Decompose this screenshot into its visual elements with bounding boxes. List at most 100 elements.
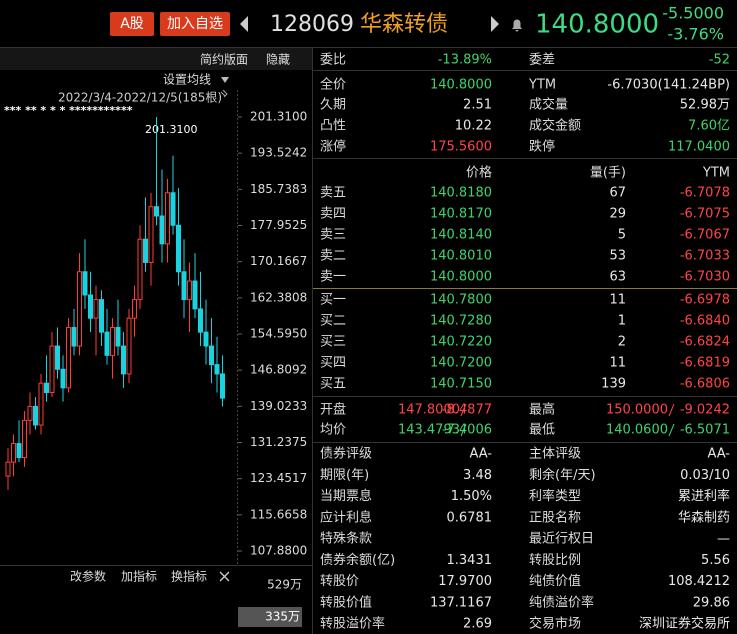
price-tick-label: 107.8800 (250, 544, 307, 558)
ma-settings[interactable]: 设置均线 (163, 73, 211, 87)
level-volume: 5 (618, 228, 626, 243)
level-label: 卖二 (320, 249, 346, 264)
level-price: 140.8180 (430, 186, 492, 201)
market-button[interactable] (110, 12, 154, 36)
column-header: 价格 (466, 165, 492, 181)
candle-body (44, 382, 49, 394)
prev-arrow[interactable] (240, 16, 248, 32)
candle-body (88, 294, 93, 319)
level-volume: 11 (609, 293, 626, 308)
candle-body (33, 405, 38, 426)
level-price: 140.7280 (430, 314, 492, 329)
label: 跌停 (529, 139, 555, 155)
price-change-pct: -3.76% (667, 25, 724, 44)
indicator-button[interactable]: 改参数 (70, 569, 106, 584)
candle-body (187, 280, 192, 301)
level-price: 140.8000 (430, 270, 492, 285)
value: -13.89% (438, 53, 492, 68)
price-tick-label: 185.7383 (250, 182, 307, 196)
volume-tick: 335万 (265, 610, 300, 624)
price-tick-label: 131.2375 (250, 435, 307, 449)
value: 2.69 (463, 617, 492, 632)
separator (668, 403, 675, 417)
candle-body (27, 405, 33, 421)
level-volume: 29 (609, 207, 626, 222)
indicator-button[interactable]: 换指标 (171, 569, 207, 584)
value: 3.48 (463, 468, 492, 483)
price-tick-label: 193.5242 (250, 146, 307, 160)
level-ytm: -6.7067 (680, 228, 730, 243)
level-label: 买三 (320, 335, 346, 350)
price-tick-label: 162.3808 (250, 290, 307, 304)
label: 利率类型 (529, 488, 581, 504)
label: 剩余(年/天) (529, 467, 596, 483)
value: 累进利率 (678, 488, 730, 504)
level-ytm: -6.7033 (680, 249, 730, 264)
next-arrow[interactable] (491, 16, 499, 32)
level-volume: 139 (601, 377, 626, 392)
add-watch-label[interactable]: 加入自选 (167, 16, 223, 32)
value: 10.22 (455, 119, 492, 134)
indicator-button[interactable]: 加指标 (121, 569, 157, 584)
price-tick-label: 115.6658 (250, 507, 307, 521)
candle-body (214, 364, 220, 375)
value: 深圳证券交易所 (639, 616, 730, 632)
candle-body (203, 331, 209, 347)
level-label: 买五 (320, 377, 346, 392)
candle-body (209, 345, 214, 366)
label: 委差 (529, 53, 555, 68)
candle-body (121, 345, 126, 375)
candle-body (55, 345, 60, 370)
bond-code: 128069 (270, 12, 354, 37)
value: -7.4006 (442, 423, 492, 438)
volume-cursor-box (238, 607, 302, 627)
toolbar-button[interactable]: 隐藏 (266, 53, 290, 67)
candle-body (38, 382, 44, 426)
pin-icon[interactable] (220, 89, 228, 98)
value: 175.5600 (430, 140, 492, 155)
label: 成交量 (529, 97, 568, 113)
candle-body (126, 317, 132, 375)
candle-body (110, 326, 115, 356)
close-icon[interactable] (219, 571, 230, 582)
level-volume: 11 (609, 356, 626, 371)
price-tick-label: 177.9525 (250, 218, 307, 232)
level-volume: 2 (618, 335, 626, 350)
label: 转股比例 (529, 553, 581, 568)
candle-body (22, 419, 27, 459)
toolbar-button[interactable]: 简约版面 (200, 52, 248, 67)
candle-body (16, 443, 22, 459)
level-price: 140.7220 (430, 335, 492, 350)
add-watch-button[interactable] (160, 12, 230, 36)
value: 150.0000 (606, 403, 668, 418)
candle-body (132, 299, 137, 319)
market-label[interactable]: A股 (120, 16, 144, 32)
event-markers: *** ** * * * *********** (4, 104, 133, 117)
separator (668, 423, 675, 437)
candle-body (104, 331, 110, 356)
ma-dropdown[interactable] (221, 77, 229, 83)
level-ytm: -6.6978 (680, 293, 730, 308)
value: 1.3431 (447, 553, 493, 568)
level-label: 买一 (320, 293, 346, 308)
level-ytm: -6.6819 (680, 356, 730, 371)
level-price: 140.8140 (430, 228, 492, 243)
price-tick-label: 139.0233 (250, 399, 307, 413)
candle-body (181, 271, 187, 301)
value: -6.5071 (680, 423, 730, 438)
label: 凸性 (320, 119, 346, 134)
label: 委比 (320, 53, 346, 68)
label: 应计利息 (320, 509, 372, 525)
candle-body (49, 345, 55, 394)
level-label: 卖一 (320, 270, 346, 285)
label: 成交金额 (529, 118, 581, 134)
level-label: 卖四 (320, 207, 346, 222)
candle-body (60, 368, 66, 389)
label: 最高 (529, 402, 555, 418)
level-ytm: -6.7075 (680, 207, 730, 222)
level-label: 卖三 (320, 228, 346, 243)
candle-body (154, 206, 159, 217)
alert-bell[interactable] (512, 19, 522, 32)
